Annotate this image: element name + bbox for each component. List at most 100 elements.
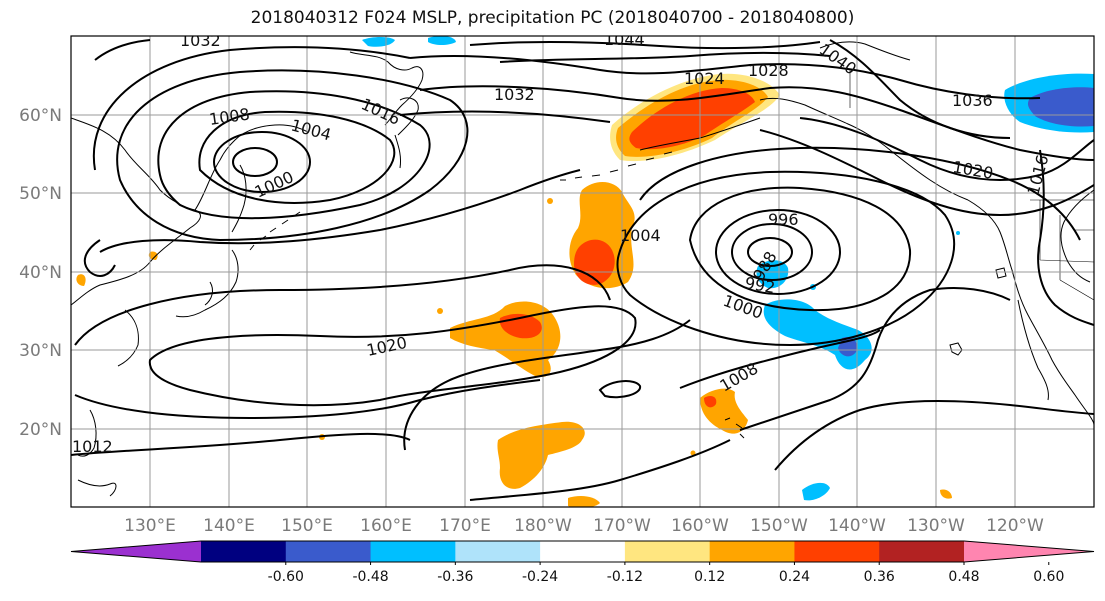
lon-tick-label: 130°E xyxy=(124,516,176,536)
isobar xyxy=(99,169,581,253)
coastline xyxy=(724,417,745,439)
colorbar-segment xyxy=(794,541,880,562)
isobar xyxy=(688,186,912,312)
colorbar-segment xyxy=(879,541,965,562)
precip-positive-region xyxy=(704,396,717,408)
isobar xyxy=(71,432,411,456)
isobar xyxy=(469,41,821,50)
isobar xyxy=(419,85,1094,161)
isobar-label: 1036 xyxy=(952,91,993,110)
colorbar-tick-label: 0.36 xyxy=(864,569,895,585)
isobar-label: 1044 xyxy=(604,30,645,49)
isobar xyxy=(731,223,813,281)
isobar xyxy=(399,110,611,123)
colorbar-tick-label: -0.24 xyxy=(522,569,558,585)
lon-tick-label: 120°W xyxy=(986,516,1044,536)
map-panel: 1032 1044 1040 1024 1028 1036 1032 1016 … xyxy=(71,30,1094,507)
lat-tick-label: 50°N xyxy=(19,184,62,204)
precip-positive-region xyxy=(940,489,952,499)
coastline xyxy=(204,281,213,306)
colorbar-tick-label: -0.60 xyxy=(268,569,304,585)
lon-tick-label: 160°E xyxy=(360,516,412,536)
precip-negative-region xyxy=(802,482,830,501)
precip-positive-region xyxy=(497,421,585,489)
isobar xyxy=(616,170,955,347)
colorbar-segment xyxy=(709,541,795,562)
colorbar-segment xyxy=(285,541,372,562)
isobar xyxy=(1037,149,1094,326)
coastline xyxy=(117,309,139,367)
colorbar-tick-label: -0.36 xyxy=(437,569,473,585)
lon-tick-label: 170°W xyxy=(593,516,651,536)
isobar xyxy=(499,52,831,63)
colorbar-tick-label: 0.60 xyxy=(1033,569,1064,585)
lon-tick-label: 150°E xyxy=(281,516,333,536)
coastline xyxy=(77,479,117,497)
lat-tick-label: 60°N xyxy=(19,106,62,126)
coastline xyxy=(77,409,97,457)
isobar xyxy=(774,400,1094,471)
lon-tick-label: 160°W xyxy=(671,516,729,536)
lon-tick-label: 140°E xyxy=(203,516,255,536)
precip-positive-region xyxy=(629,88,755,150)
precip-positive-region xyxy=(547,198,553,204)
precip-negative-region xyxy=(428,36,456,45)
colorbar-tick-label: -0.12 xyxy=(607,569,643,585)
precip-positive-region xyxy=(568,495,600,507)
isobar xyxy=(83,239,116,277)
colorbar-tick-label: 0.12 xyxy=(694,569,725,585)
coastline xyxy=(175,249,239,318)
border-line xyxy=(1039,200,1094,301)
coastline xyxy=(71,117,201,306)
isobar xyxy=(469,439,731,501)
precip-negative-region xyxy=(756,260,789,289)
isobar xyxy=(213,131,311,193)
coastline xyxy=(1017,299,1049,401)
colorbar-tick-label: -0.48 xyxy=(352,569,388,585)
isobar xyxy=(74,264,611,346)
precip-positive-region xyxy=(148,251,158,260)
isobar xyxy=(799,117,1094,181)
colorbar-outline xyxy=(70,540,1095,563)
isobar xyxy=(94,39,151,61)
coastline xyxy=(759,97,969,201)
coastline xyxy=(995,267,1007,279)
colorbar-extend-min xyxy=(71,541,201,562)
coastline xyxy=(949,342,963,356)
precip-positive-region xyxy=(437,308,443,314)
map-title: 2018040312 F024 MSLP, precipitation PC (… xyxy=(250,8,855,28)
coastline xyxy=(194,124,309,211)
isobar xyxy=(759,129,1094,217)
colorbar-segment xyxy=(540,541,626,562)
isobar xyxy=(403,319,691,451)
isobar xyxy=(148,305,637,407)
isobar xyxy=(747,237,793,267)
lon-tick-label: 170°E xyxy=(439,516,491,536)
isobar-label: 996 xyxy=(768,210,799,229)
precip-negative-region xyxy=(956,231,960,235)
map-frame xyxy=(70,35,1095,508)
political-borders xyxy=(849,70,1094,301)
isobar-label: 1028 xyxy=(748,61,789,80)
isobar-label: 1024 xyxy=(684,69,725,88)
isobar xyxy=(829,39,1011,139)
isobar xyxy=(116,69,469,242)
colorbar-tick-label: 0.24 xyxy=(779,569,810,585)
colorbar-segment xyxy=(201,541,287,562)
isobar xyxy=(157,90,431,220)
colorbar-segment xyxy=(370,541,456,562)
coastlines xyxy=(71,41,1094,497)
colorbar-extend-max xyxy=(964,541,1094,562)
lon-tick-label: 180°W xyxy=(514,516,572,536)
lat-tick-label: 40°N xyxy=(19,263,62,283)
isobar xyxy=(598,380,641,399)
lon-tick-label: 130°W xyxy=(907,516,965,536)
precip-negative-region xyxy=(362,37,395,47)
isobars xyxy=(71,39,1094,501)
colorbar-tick-label: 0.48 xyxy=(948,569,979,585)
isobar xyxy=(232,147,278,177)
colorbar-segment xyxy=(455,541,541,562)
isobar-label: 1032 xyxy=(494,85,535,104)
isobar xyxy=(92,46,411,171)
